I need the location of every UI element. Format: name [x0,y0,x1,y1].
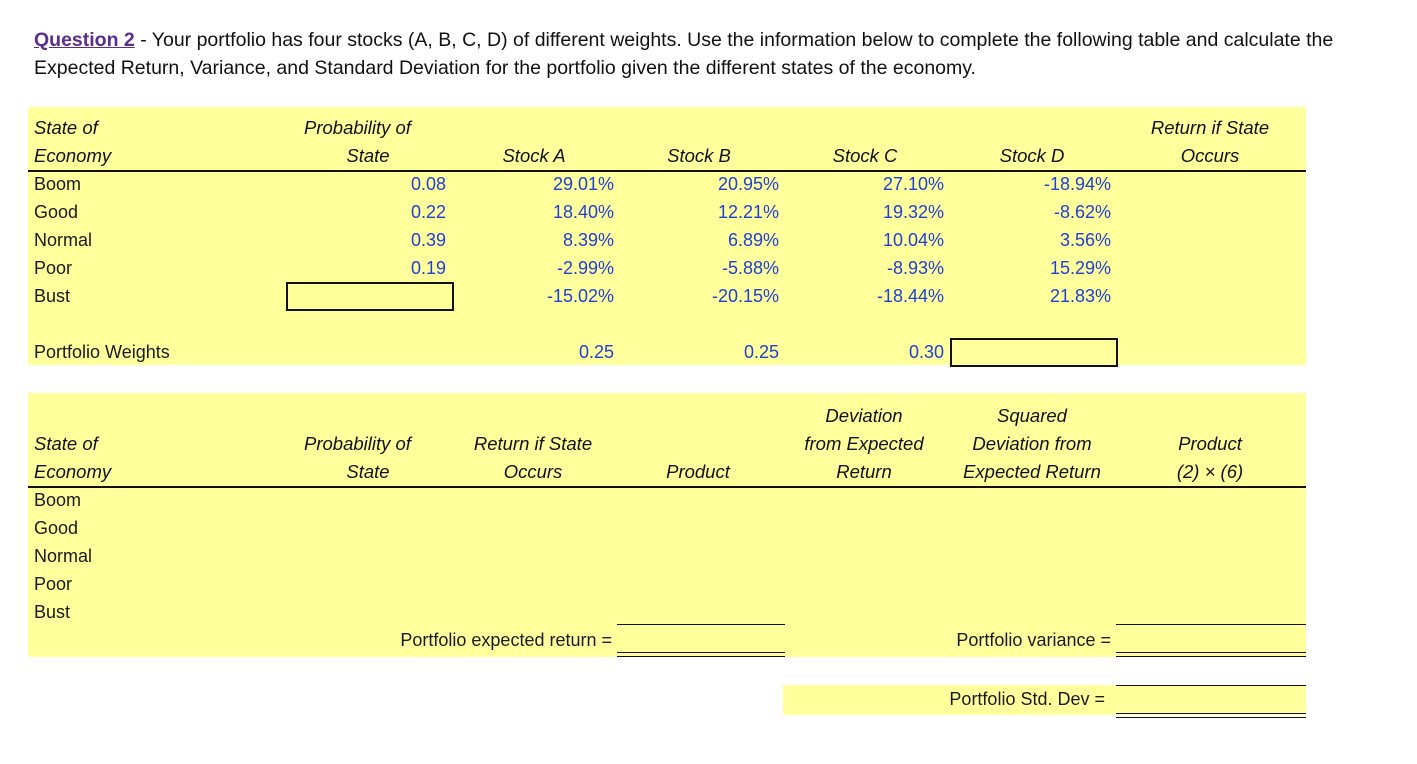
prob-cell: 0.19 [410,258,446,278]
question-body: - Your portfolio has four stocks (A, B, … [34,29,1334,79]
expected-return-input[interactable] [617,626,785,651]
std-dev-input[interactable] [1116,687,1306,711]
header-prob-line1: Probability of [304,117,411,138]
header-prod2-line1: Product [1178,433,1242,454]
expected-return-double-rule-2 [617,656,785,657]
header-sq-line1: Squared [997,405,1067,426]
std-dev-top-rule [1116,685,1306,686]
stock-b-cell: -5.88% [721,258,779,278]
header-return-line2: Occurs [503,461,563,482]
header-state-line2: Economy [34,145,112,166]
header-stock-d: Stock D [999,145,1065,166]
header-stock-a: Stock A [502,145,566,166]
std-dev-label: Portfolio Std. Dev = [949,689,1105,709]
stock-a-cell: 29.01% [552,174,614,194]
state-label: Normal [34,230,93,250]
header-state-line1: State of [34,433,98,454]
header-rule [28,486,1306,488]
stock-d-cell: -18.94% [1043,174,1111,194]
header-product: Product [666,461,730,482]
variance-top-rule [1116,624,1306,625]
header-return-line1: Return if State [473,433,593,454]
header-dev-line1: Deviation [825,405,903,426]
header-state-line1: State of [34,117,98,138]
weight-a: 0.25 [578,342,614,362]
stock-b-cell: 20.95% [717,174,779,194]
prob-cell: 0.22 [410,202,446,222]
prob-cell: 0.08 [410,174,446,194]
state-label: Poor [34,258,73,278]
std-dev-double-rule-1 [1116,713,1306,714]
header-dev-line3: Return [836,461,892,482]
weights-label: Portfolio Weights [34,342,170,362]
header-sq-line3: Expected Return [963,461,1101,482]
state-label: Bust [34,602,71,622]
state-label: Normal [34,546,93,566]
stock-c-cell: 27.10% [882,174,944,194]
expected-return-top-rule [617,624,785,625]
prob-cell: 0.39 [410,230,446,250]
header-stock-c: Stock C [832,145,898,166]
stock-a-cell: 8.39% [562,230,614,250]
weight-b: 0.25 [743,342,779,362]
stock-d-cell: -8.62% [1053,202,1111,222]
std-dev-row: Portfolio Std. Dev = [783,685,1306,715]
header-rule [28,170,1306,172]
weight-d-input[interactable] [950,338,1118,367]
header-return-line1: Return if State [1150,117,1270,138]
expected-return-label: Portfolio expected return = [400,630,612,650]
stock-d-cell: 15.29% [1049,258,1111,278]
weight-c: 0.30 [908,342,944,362]
state-label: Good [34,518,79,538]
stock-a-cell: -2.99% [556,258,614,278]
stock-c-cell: 19.32% [882,202,944,222]
state-label: Boom [34,174,82,194]
state-label: Poor [34,574,73,594]
std-dev-double-rule-2 [1116,717,1306,718]
header-prod2-line2: (2) × (6) [1176,461,1244,482]
header-prob-line2: State [346,145,390,166]
header-return-line2: Occurs [1180,145,1240,166]
stock-c-cell: 10.04% [882,230,944,250]
state-label: Boom [34,490,82,510]
portfolio-calc-table: State of Economy Probability of State Re… [28,393,1306,657]
returns-table: State of Economy Probability of State St… [28,107,1306,367]
bust-probability-input[interactable] [286,282,454,311]
header-state-line2: Economy [34,461,112,482]
stock-d-cell: 3.56% [1059,230,1111,250]
stock-a-cell: -15.02% [546,286,614,306]
question-label: Question 2 [34,29,135,51]
stock-b-cell: 6.89% [727,230,779,250]
stock-c-cell: -8.93% [886,258,944,278]
header-dev-line2: from Expected [804,433,924,454]
question-text: Question 2 - Your portfolio has four sto… [34,26,1374,82]
variance-label: Portfolio variance = [956,630,1111,650]
variance-double-rule-2 [1116,656,1306,657]
header-prob-line2: State [346,461,390,482]
header-sq-line2: Deviation from [972,433,1092,454]
stock-b-cell: 12.21% [717,202,779,222]
header-prob-line1: Probability of [304,433,411,454]
state-label: Bust [34,286,71,306]
expected-return-double-rule-1 [617,652,785,653]
stock-b-cell: -20.15% [711,286,779,306]
stock-c-cell: -18.44% [876,286,944,306]
header-stock-b: Stock B [667,145,731,166]
stock-d-cell: 21.83% [1049,286,1111,306]
variance-input[interactable] [1116,626,1306,651]
variance-double-rule-1 [1116,652,1306,653]
state-label: Good [34,202,79,222]
stock-a-cell: 18.40% [552,202,614,222]
